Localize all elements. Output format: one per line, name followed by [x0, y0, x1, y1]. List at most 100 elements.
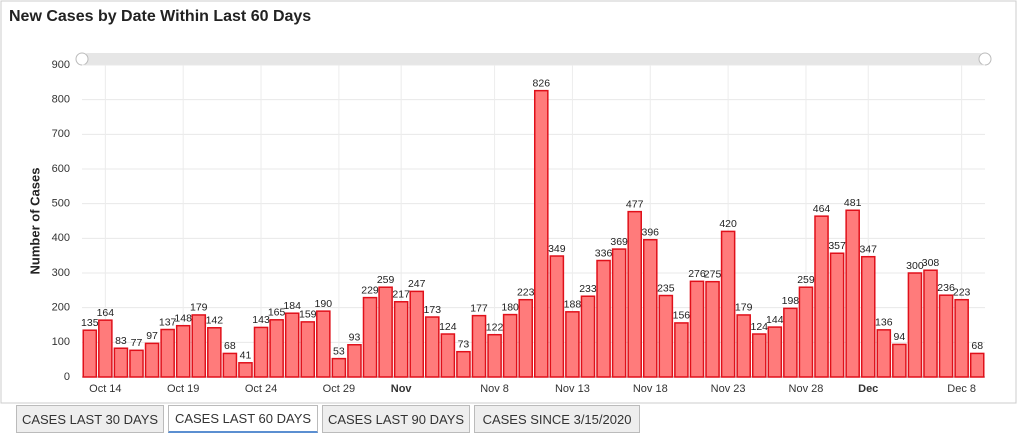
bar: [674, 322, 689, 378]
y-tick-label: 600: [52, 163, 70, 175]
bar: [969, 352, 985, 378]
bar: [829, 252, 845, 378]
bar: [892, 343, 907, 378]
x-tick-label: Dec: [858, 383, 878, 395]
data-label: 259: [377, 274, 395, 286]
data-label: 156: [673, 310, 691, 322]
tab[interactable]: CASES LAST 30 DAYS: [16, 405, 164, 433]
data-label: 122: [486, 321, 504, 333]
bar: [160, 328, 175, 378]
bar: [814, 215, 829, 378]
data-label: 233: [579, 283, 597, 295]
data-label: 177: [470, 302, 488, 314]
bar: [440, 333, 456, 378]
data-label: 180: [501, 301, 519, 313]
x-tick-label: Oct 29: [323, 383, 355, 395]
data-label: 464: [813, 203, 831, 215]
bar: [658, 294, 674, 378]
y-tick-label: 200: [52, 302, 70, 314]
data-label: 124: [439, 321, 457, 333]
data-label: 190: [315, 298, 333, 310]
y-tick-label: 700: [52, 128, 70, 140]
x-tick-label: Nov 23: [711, 383, 746, 395]
bar: [393, 301, 409, 378]
y-tick-label: 300: [52, 267, 70, 279]
bar: [222, 352, 238, 378]
data-label: 188: [564, 299, 582, 311]
data-label: 68: [971, 340, 983, 352]
y-tick-label: 0: [64, 371, 70, 383]
y-tick-label: 900: [52, 59, 70, 71]
data-label: 53: [333, 345, 345, 357]
data-label: 144: [766, 314, 784, 326]
data-label: 420: [719, 218, 737, 230]
chart-title: New Cases by Date Within Last 60 Days: [9, 8, 311, 25]
bar: [191, 314, 207, 378]
bar: [736, 314, 751, 378]
data-label: 83: [115, 335, 127, 347]
data-label: 477: [626, 198, 644, 210]
bar: [144, 342, 160, 378]
data-label: 94: [894, 331, 906, 343]
data-label: 184: [283, 300, 301, 312]
data-label: 77: [131, 337, 143, 349]
y-tick-label: 500: [52, 198, 70, 210]
data-label: 217: [392, 289, 410, 301]
bar: [347, 344, 362, 378]
bar: [720, 230, 736, 378]
data-label: 396: [642, 227, 660, 239]
data-label: 275: [704, 268, 722, 280]
x-tick-label: Oct 24: [245, 383, 277, 395]
data-label: 259: [797, 274, 815, 286]
data-label: 357: [828, 240, 846, 252]
range-slider[interactable]: [82, 53, 985, 65]
bar: [907, 272, 923, 378]
data-label: 97: [146, 330, 158, 342]
data-label: 223: [517, 286, 535, 298]
bar: [798, 286, 814, 378]
x-tick-label: Nov: [391, 383, 413, 395]
y-tick-label: 100: [52, 336, 70, 348]
slider-handle[interactable]: [75, 52, 89, 66]
data-label: 159: [299, 309, 317, 321]
x-tick-label: Nov 8: [480, 383, 509, 395]
bar: [502, 313, 518, 378]
bar: [113, 347, 129, 378]
data-label: 236: [937, 282, 955, 294]
bar: [642, 238, 658, 378]
tab[interactable]: CASES SINCE 3/15/2020: [474, 405, 640, 433]
slider-handle[interactable]: [978, 52, 992, 66]
tab[interactable]: CASES LAST 90 DAYS: [322, 405, 470, 433]
data-label: 173: [424, 304, 442, 316]
bar: [580, 295, 596, 378]
data-label: 136: [875, 317, 893, 329]
data-label: 276: [688, 268, 706, 280]
data-label: 235: [657, 282, 675, 294]
data-label: 137: [159, 316, 177, 328]
data-label: 349: [548, 243, 566, 255]
x-tick-label: Nov 13: [555, 383, 590, 395]
data-label: 481: [844, 197, 862, 209]
bar: [316, 310, 331, 378]
data-label: 223: [953, 286, 971, 298]
bar: [860, 255, 876, 378]
bar: [705, 280, 720, 378]
bar: [611, 248, 627, 378]
bar: [284, 312, 300, 378]
data-label: 124: [750, 321, 768, 333]
data-label: 148: [174, 312, 192, 324]
tab[interactable]: CASES LAST 60 DAYS: [168, 405, 318, 433]
data-label: 142: [206, 315, 224, 327]
data-label: 165: [268, 307, 286, 319]
bar: [751, 333, 767, 378]
chart: New Cases by Date Within Last 60 Days Nu…: [0, 0, 1017, 404]
y-tick-label: 800: [52, 94, 70, 106]
bar: [471, 314, 487, 378]
bar: [269, 319, 284, 378]
y-axis-label: Number of Cases: [27, 168, 42, 275]
bar: [596, 259, 611, 378]
bar: [98, 319, 113, 378]
bar: [938, 294, 954, 378]
bar: [487, 333, 502, 378]
